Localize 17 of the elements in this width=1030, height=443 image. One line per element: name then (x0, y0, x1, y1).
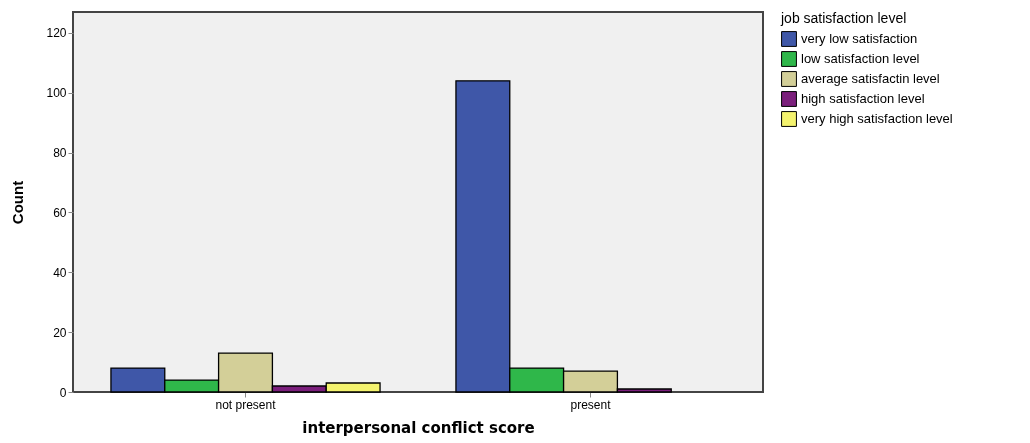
legend-label: high satisfaction level (801, 91, 925, 106)
legend-title: job satisfaction level (780, 10, 907, 26)
x-axis-title: interpersonal conflict score (302, 418, 535, 437)
y-tick-label: 120 (46, 26, 67, 41)
y-tick-label: 100 (46, 86, 67, 101)
x-tick-label: not present (215, 397, 277, 412)
y-tick-label: 60 (53, 205, 67, 220)
y-tick-label: 20 (53, 325, 67, 340)
legend-label: average satisfactin level (801, 71, 940, 86)
y-axis-title: Count (9, 180, 27, 225)
legend-label: low satisfaction level (801, 51, 920, 66)
x-tick-label: present (570, 397, 612, 412)
legend-label: very high satisfaction level (801, 111, 953, 126)
y-tick-label: 40 (53, 265, 67, 280)
y-tick-label: 0 (59, 385, 67, 400)
legend-label: very low satisfaction (801, 31, 918, 46)
y-tick-label: 80 (53, 146, 67, 161)
